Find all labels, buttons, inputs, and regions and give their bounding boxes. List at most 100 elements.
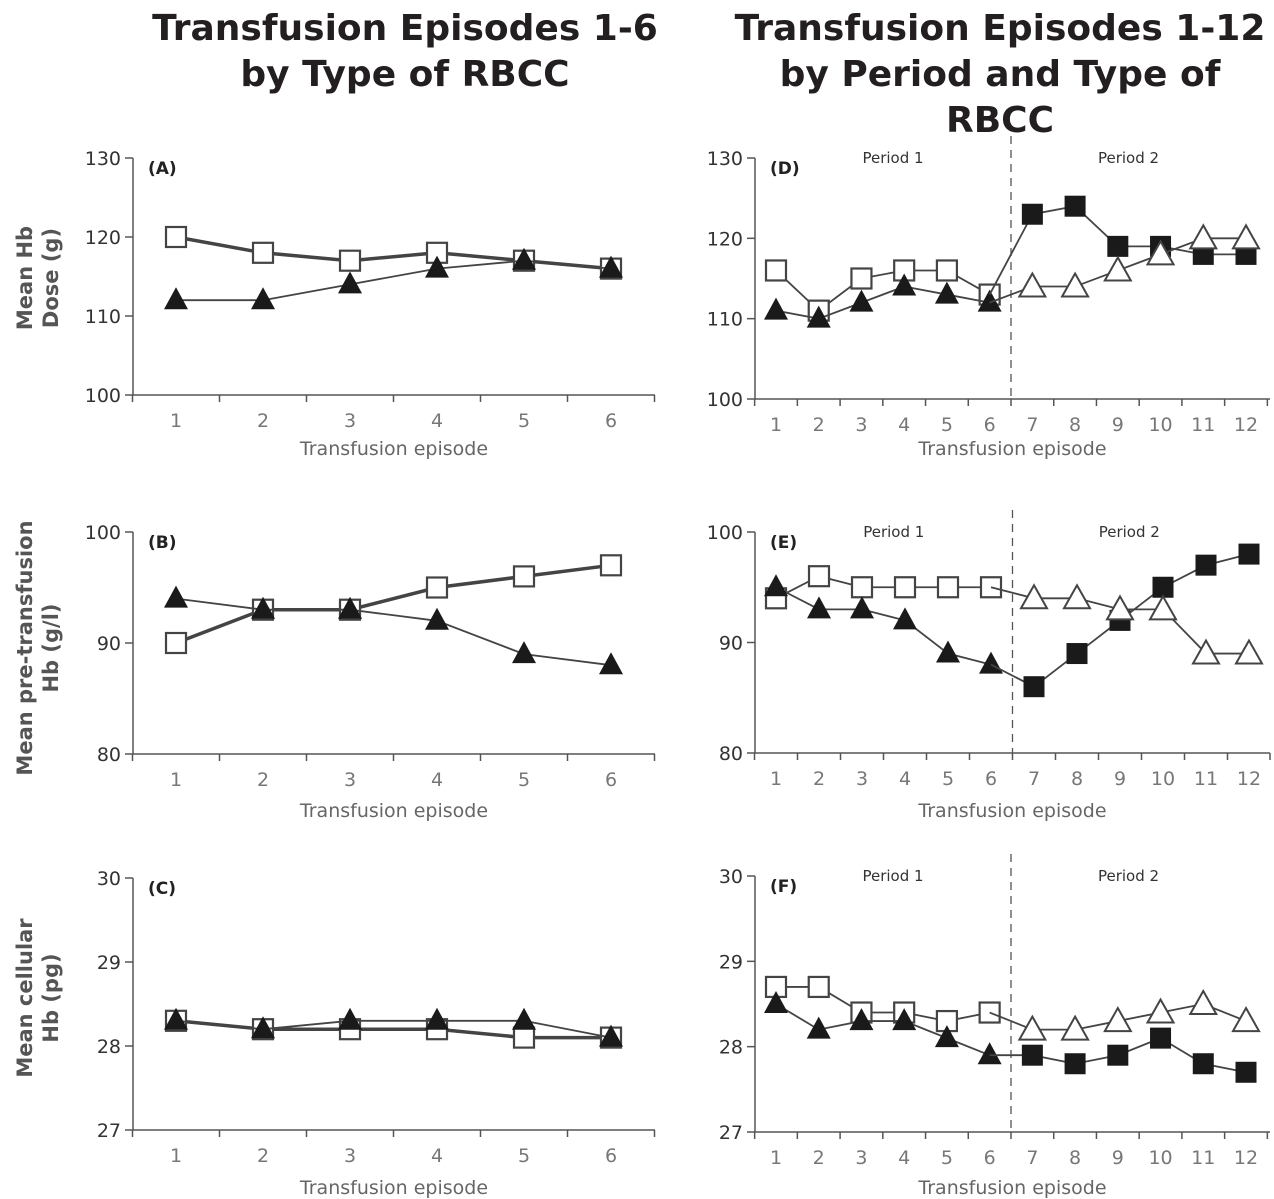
panel-label: (D) xyxy=(770,159,800,179)
point-filled-triangle xyxy=(164,585,188,608)
point-filled-triangle xyxy=(338,1007,362,1030)
panel-label: (A) xyxy=(148,159,177,179)
series-line-filled-triangle xyxy=(175,597,612,667)
point-filled-triangle xyxy=(936,640,960,663)
point-filled-triangle xyxy=(512,1007,536,1030)
y-tick-label: 120 xyxy=(707,228,743,250)
x-tick-label: 5 xyxy=(518,410,530,432)
point-filled-triangle xyxy=(599,1024,623,1047)
x-tick-label: 3 xyxy=(344,1145,356,1167)
point-open-triangle xyxy=(1019,583,1049,610)
point-open-square xyxy=(338,249,362,272)
point-open-square xyxy=(935,259,959,282)
point-open-triangle xyxy=(1191,638,1221,665)
y-tick-label: 130 xyxy=(85,148,121,170)
panel-label: (B) xyxy=(148,533,177,553)
point-filled-square xyxy=(1064,195,1086,217)
y-tick-label: 30 xyxy=(97,868,121,890)
x-tick-label: 6 xyxy=(605,769,617,791)
x-tick-label: 1 xyxy=(170,769,182,791)
x-tick-label: 1 xyxy=(770,768,782,790)
x-tick-label: 2 xyxy=(257,1145,269,1167)
point-open-square xyxy=(807,975,830,999)
point-filled-square xyxy=(1064,1053,1086,1075)
point-open-triangle xyxy=(1060,271,1090,298)
x-tick-label: 1 xyxy=(770,1147,782,1169)
x-tick-label: 11 xyxy=(1194,768,1218,790)
point-filled-square xyxy=(1150,1027,1172,1049)
x-tick-label: 4 xyxy=(431,1145,443,1167)
point-filled-triangle xyxy=(599,255,623,278)
y-tick-label: 80 xyxy=(97,744,121,766)
point-open-triangle xyxy=(1017,271,1048,298)
point-open-square xyxy=(936,576,960,599)
y-tick-label: 100 xyxy=(85,522,121,544)
y-tick-label: 27 xyxy=(719,1122,743,1144)
point-filled-triangle xyxy=(934,1025,959,1048)
point-open-triangle xyxy=(1105,594,1135,621)
x-tick-label: 6 xyxy=(605,1145,617,1167)
x-tick-label: 4 xyxy=(899,768,911,790)
x-tick-label: 5 xyxy=(942,768,954,790)
x-tick-label: 3 xyxy=(856,768,868,790)
x-tick-label: 7 xyxy=(1026,414,1038,436)
x-tick-label: 9 xyxy=(1112,414,1124,436)
y-tick-label: 110 xyxy=(707,309,743,331)
y-tick-label: 30 xyxy=(719,866,743,888)
panel-label: (F) xyxy=(770,877,797,897)
x-axis-label: Transfusion episode xyxy=(299,438,488,460)
x-tick-label: 3 xyxy=(344,769,356,791)
y-tick-label: 120 xyxy=(85,227,121,249)
series-line-filled-triangle xyxy=(775,586,992,666)
x-tick-label: 2 xyxy=(813,414,825,436)
period-1-label: Period 1 xyxy=(862,867,923,885)
point-filled-triangle xyxy=(977,1042,1002,1065)
point-filled-triangle xyxy=(512,247,536,270)
point-filled-square xyxy=(1238,543,1260,565)
x-tick-label: 9 xyxy=(1112,1147,1124,1169)
point-filled-triangle xyxy=(764,574,788,597)
x-tick-label: 2 xyxy=(257,769,269,791)
period-2-label: Period 2 xyxy=(1098,867,1159,885)
panel-b: 80 90 100 1 2 3 4 5 6 Transfusion episode (B) xyxy=(85,522,656,822)
point-filled-square xyxy=(1152,576,1174,598)
x-tick-label: 10 xyxy=(1148,414,1172,436)
point-filled-square xyxy=(1021,1044,1043,1066)
x-tick-label: 3 xyxy=(855,1147,867,1169)
period-2-label: Period 2 xyxy=(1099,523,1160,541)
x-tick-label: 12 xyxy=(1234,414,1258,436)
right-title-line2: by Period and Type of RBCC xyxy=(779,54,1221,141)
x-tick-label: 5 xyxy=(941,1147,953,1169)
x-tick-label: 10 xyxy=(1148,1147,1172,1169)
x-tick-label: 5 xyxy=(518,769,530,791)
point-open-square xyxy=(893,576,917,599)
x-tick-label: 3 xyxy=(855,414,867,436)
point-filled-triangle xyxy=(425,255,449,278)
x-tick-label: 12 xyxy=(1237,768,1261,790)
point-filled-triangle xyxy=(806,305,831,328)
x-tick-label: 6 xyxy=(605,410,617,432)
point-open-square xyxy=(850,576,874,599)
point-open-square xyxy=(425,576,449,599)
y-tick-label: 29 xyxy=(719,951,743,973)
left-title-line2: by Type of RBCC xyxy=(240,54,570,95)
point-filled-triangle xyxy=(849,289,874,312)
point-filled-square xyxy=(1107,1044,1129,1066)
point-filled-triangle xyxy=(425,1007,449,1030)
series-line-open-square xyxy=(175,1019,611,1040)
x-tick-label: 4 xyxy=(898,1147,910,1169)
right-title-line1: Transfusion Episodes 1-12 xyxy=(734,8,1266,49)
right-column-title: Transfusion Episodes 1-12 by Period and … xyxy=(720,6,1274,144)
point-open-square xyxy=(164,225,188,249)
left-column-title: Transfusion Episodes 1-6 by Type of RBCC xyxy=(140,6,670,98)
x-axis-label: Transfusion episode xyxy=(917,438,1106,460)
x-tick-label: 6 xyxy=(984,414,996,436)
x-tick-label: 6 xyxy=(985,768,997,790)
x-tick-label: 1 xyxy=(170,1145,182,1167)
point-open-square xyxy=(807,565,831,588)
y-tick-label: 100 xyxy=(85,385,121,407)
x-tick-label: 9 xyxy=(1114,768,1126,790)
x-tick-label: 2 xyxy=(813,1147,825,1169)
x-tick-label: 8 xyxy=(1069,414,1081,436)
